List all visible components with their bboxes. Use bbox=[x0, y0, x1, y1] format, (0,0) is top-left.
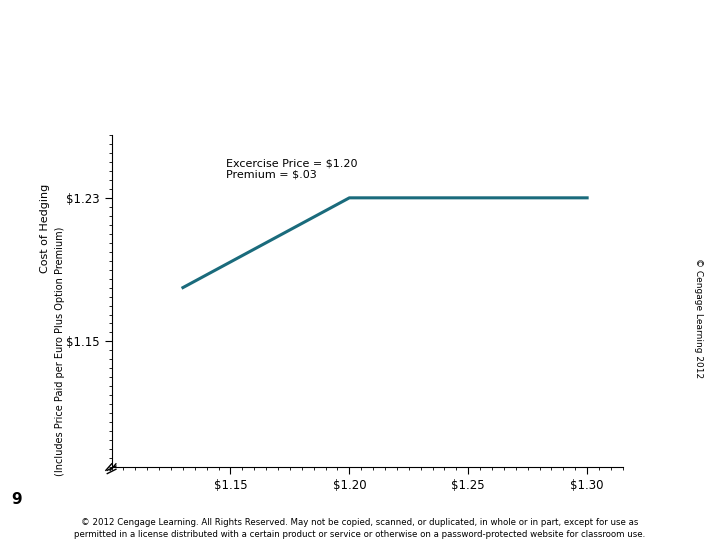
Text: (Includes Price Paid per Euro Plus Option Premium): (Includes Price Paid per Euro Plus Optio… bbox=[55, 226, 66, 476]
Text: 9: 9 bbox=[11, 492, 22, 507]
Text: © Cengage Learning 2012: © Cengage Learning 2012 bbox=[694, 258, 703, 377]
Text: Excercise Price = $1.20
Premium = $.03: Excercise Price = $1.20 Premium = $.03 bbox=[226, 158, 357, 180]
Text: © 2012 Cengage Learning. All Rights Reserved. May not be copied, scanned, or dup: © 2012 Cengage Learning. All Rights Rese… bbox=[74, 518, 646, 539]
Text: Call Options: Call Options bbox=[22, 56, 144, 73]
Text: Contingency Graph for Hedging Payables With: Contingency Graph for Hedging Payables W… bbox=[107, 21, 530, 38]
Text: Cost of Hedging: Cost of Hedging bbox=[40, 184, 50, 273]
Text: Exhibit 11.1: Exhibit 11.1 bbox=[22, 21, 143, 38]
